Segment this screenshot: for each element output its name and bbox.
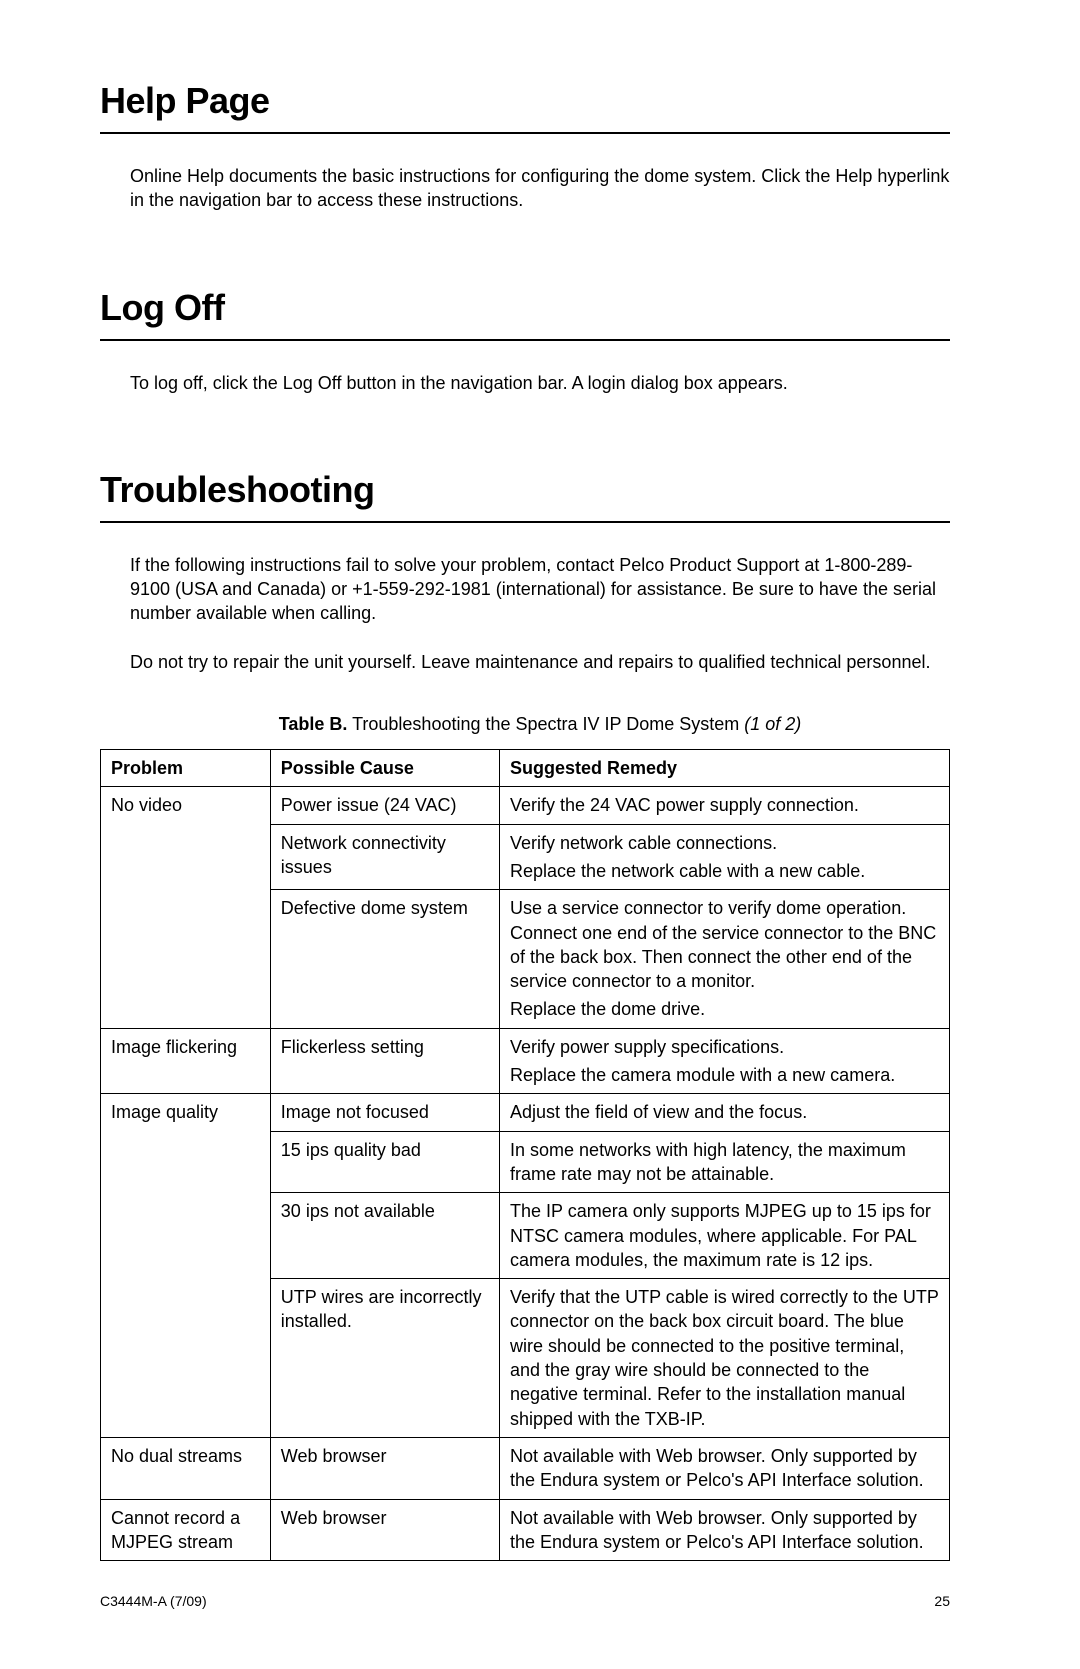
log-off-heading: Log Off <box>100 287 950 329</box>
table-header-row: Problem Possible Cause Suggested Remedy <box>101 750 950 787</box>
table-caption: Table B. Troubleshooting the Spectra IV … <box>130 714 950 735</box>
troubleshooting-paragraph-1: If the following instructions fail to so… <box>130 553 950 626</box>
remedy-line: Replace the dome drive. <box>510 997 939 1021</box>
remedy-line: Replace the camera module with a new cam… <box>510 1063 939 1087</box>
cell-remedy: In some networks with high latency, the … <box>500 1131 950 1193</box>
table-row: Image qualityImage not focusedAdjust the… <box>101 1094 950 1131</box>
col-header-remedy: Suggested Remedy <box>500 750 950 787</box>
table-caption-page: (1 of 2) <box>744 714 801 734</box>
log-off-paragraph: To log off, click the Log Off button in … <box>130 371 950 395</box>
cell-problem: Cannot record a MJPEG stream <box>101 1499 271 1561</box>
cell-cause: 15 ips quality bad <box>270 1131 499 1193</box>
remedy-line: Verify that the UTP cable is wired corre… <box>510 1285 939 1431</box>
cell-remedy: Use a service connector to verify dome o… <box>500 890 950 1028</box>
cell-problem: Image flickering <box>101 1028 271 1094</box>
cell-problem: No dual streams <box>101 1437 271 1499</box>
table-caption-label: Table B. <box>279 714 348 734</box>
remedy-line: Not available with Web browser. Only sup… <box>510 1444 939 1493</box>
cell-remedy: The IP camera only supports MJPEG up to … <box>500 1193 950 1279</box>
table-body: No videoPower issue (24 VAC) Verify the 2… <box>101 787 950 1561</box>
section-rule <box>100 132 950 134</box>
cell-remedy: Verify network cable connections. Replace… <box>500 824 950 890</box>
page-footer: C3444M-A (7/09) 25 <box>130 1593 950 1609</box>
remedy-line: Replace the network cable with a new cab… <box>510 859 939 883</box>
help-page-heading: Help Page <box>100 80 950 122</box>
remedy-line: Verify power supply specifications. <box>510 1035 939 1059</box>
cell-cause: Image not focused <box>270 1094 499 1131</box>
help-page-paragraph: Online Help documents the basic instruct… <box>130 164 950 213</box>
table-row: Image flickeringFlickerless settingVerif… <box>101 1028 950 1094</box>
section-rule <box>100 339 950 341</box>
remedy-line: The IP camera only supports MJPEG up to … <box>510 1199 939 1272</box>
table-row: No videoPower issue (24 VAC)Verify the 2… <box>101 787 950 824</box>
remedy-line: In some networks with high latency, the … <box>510 1138 939 1187</box>
table-caption-text: Troubleshooting the Spectra IV IP Dome S… <box>347 714 744 734</box>
remedy-line: Not available with Web browser. Only sup… <box>510 1506 939 1555</box>
cell-remedy: Not available with Web browser. Only sup… <box>500 1437 950 1499</box>
cell-cause: Defective dome system <box>270 890 499 1028</box>
document-page: Help Page Online Help documents the basi… <box>0 0 1080 1669</box>
cell-problem: Image quality <box>101 1094 271 1438</box>
cell-cause: Web browser <box>270 1437 499 1499</box>
table-row: Cannot record a MJPEG streamWeb browserN… <box>101 1499 950 1561</box>
cell-cause: Web browser <box>270 1499 499 1561</box>
section-rule <box>100 521 950 523</box>
cell-cause: 30 ips not available <box>270 1193 499 1279</box>
cell-remedy: Adjust the field of view and the focus. <box>500 1094 950 1131</box>
cell-cause: UTP wires are incorrectly installed. <box>270 1279 499 1438</box>
col-header-cause: Possible Cause <box>270 750 499 787</box>
cell-cause: Network connectivity issues <box>270 824 499 890</box>
cell-remedy: Not available with Web browser. Only sup… <box>500 1499 950 1561</box>
footer-page-number: 25 <box>934 1593 950 1609</box>
troubleshooting-heading: Troubleshooting <box>100 469 950 511</box>
cell-remedy: Verify that the UTP cable is wired corre… <box>500 1279 950 1438</box>
remedy-line: Use a service connector to verify dome o… <box>510 896 939 993</box>
table-row: No dual streamsWeb browserNot available … <box>101 1437 950 1499</box>
troubleshooting-table: Problem Possible Cause Suggested Remedy … <box>100 749 950 1561</box>
remedy-line: Verify the 24 VAC power supply connectio… <box>510 793 939 817</box>
cell-remedy: Verify the 24 VAC power supply connectio… <box>500 787 950 824</box>
troubleshooting-paragraph-2: Do not try to repair the unit yourself. … <box>130 650 950 674</box>
col-header-problem: Problem <box>101 750 271 787</box>
remedy-line: Verify network cable connections. <box>510 831 939 855</box>
footer-doc-id: C3444M-A (7/09) <box>100 1593 207 1609</box>
cell-cause: Flickerless setting <box>270 1028 499 1094</box>
cell-problem: No video <box>101 787 271 1028</box>
remedy-line: Adjust the field of view and the focus. <box>510 1100 939 1124</box>
cell-remedy: Verify power supply specifications. Repla… <box>500 1028 950 1094</box>
cell-cause: Power issue (24 VAC) <box>270 787 499 824</box>
